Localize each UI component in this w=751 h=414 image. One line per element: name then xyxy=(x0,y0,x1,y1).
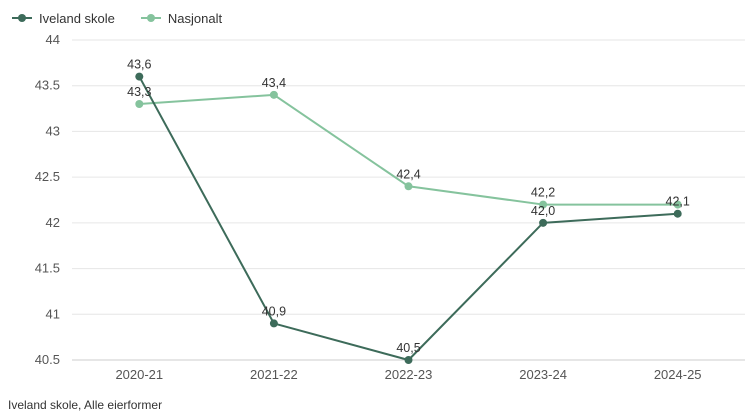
legend-swatch-nasjonalt xyxy=(140,12,161,24)
grid-lines xyxy=(72,39,745,361)
x-axis-ticks: 2020-21 2021-22 2022-23 2023-24 2024-25 xyxy=(115,367,701,382)
data-point-nasjonalt[interactable] xyxy=(269,90,278,99)
data-point-nasjonalt[interactable] xyxy=(673,200,682,209)
series-lines xyxy=(135,72,682,364)
data-label-nasjonalt: 43,4 xyxy=(262,76,286,90)
data-label-nasjonalt: 42,4 xyxy=(396,167,420,181)
y-tick-label: 42 xyxy=(46,215,60,230)
legend-label-iveland: Iveland skole xyxy=(39,10,115,26)
y-tick-label: 43 xyxy=(46,123,60,138)
y-tick-label: 44 xyxy=(46,32,60,47)
data-label-iveland: 40,5 xyxy=(396,341,420,355)
series-line-iveland xyxy=(138,76,678,361)
y-tick-label: 43.5 xyxy=(35,78,60,93)
x-tick-label: 2022-23 xyxy=(385,367,433,382)
x-tick-label: 2023-24 xyxy=(519,367,567,382)
y-tick-label: 41 xyxy=(46,306,60,321)
y-tick-label: 42.5 xyxy=(35,169,60,184)
legend-label-nasjonalt: Nasjonalt xyxy=(167,10,223,26)
data-label-nasjonalt: 43,3 xyxy=(127,85,151,99)
x-tick-label: 2021-22 xyxy=(250,367,298,382)
chart-legend: Iveland skole Nasjonalt xyxy=(12,8,248,28)
y-axis-ticks: 40.5 41 41.5 42 42.5 43 43.5 44 xyxy=(35,32,60,367)
data-point-nasjonalt[interactable] xyxy=(404,182,413,191)
data-point-iveland[interactable] xyxy=(673,209,682,218)
data-point-iveland[interactable] xyxy=(404,356,413,364)
data-labels: 43,6 40,9 40,5 42,0 42,1 43,3 43,4 42,4 42,2 xyxy=(127,58,690,355)
x-tick-label: 2020-21 xyxy=(115,367,163,382)
legend-item-iveland[interactable]: Iveland skole xyxy=(12,11,115,26)
data-label-iveland: 42,0 xyxy=(531,204,555,218)
data-label-iveland: 40,9 xyxy=(262,304,286,318)
data-label-nasjonalt: 42,2 xyxy=(531,186,555,200)
data-point-nasjonalt[interactable] xyxy=(539,200,548,209)
chart-footer: Iveland skole, Alle eierformer xyxy=(8,398,163,412)
data-point-iveland[interactable] xyxy=(269,319,278,328)
data-point-iveland[interactable] xyxy=(539,218,548,227)
x-tick-label: 2024-25 xyxy=(654,367,702,382)
y-tick-label: 40.5 xyxy=(35,352,60,367)
data-label-iveland: 43,6 xyxy=(127,58,151,72)
legend-swatch-iveland xyxy=(12,12,32,24)
data-label-iveland: 42,1 xyxy=(666,195,690,209)
y-tick-label: 41.5 xyxy=(35,261,60,276)
data-point-iveland[interactable] xyxy=(135,72,144,81)
data-point-nasjonalt[interactable] xyxy=(135,100,144,108)
legend-item-nasjonalt[interactable]: Nasjonalt xyxy=(140,10,223,26)
